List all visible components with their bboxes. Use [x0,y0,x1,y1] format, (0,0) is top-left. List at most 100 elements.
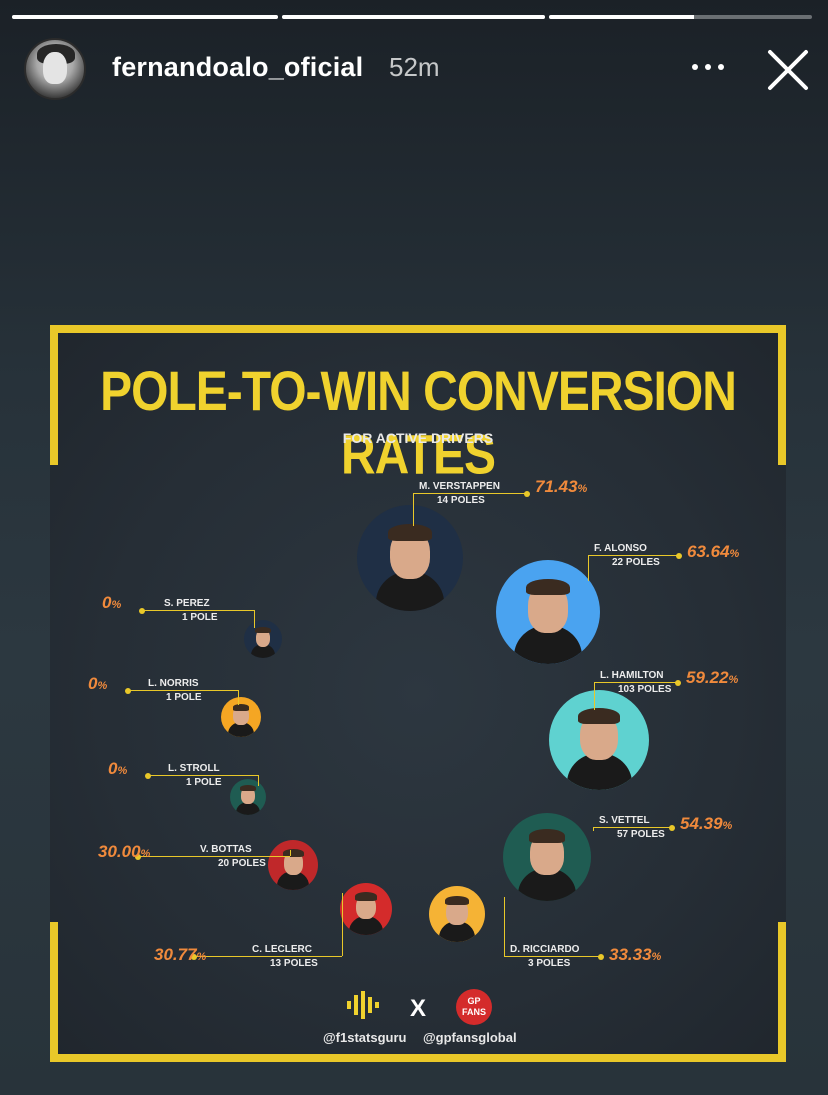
username[interactable]: fernandoalo_oficial [112,52,364,82]
leader-connector [413,493,414,527]
leader-connector [594,682,595,710]
leader-dot [139,608,145,614]
frame-right-top [778,325,786,465]
driver-rate: 30.00% [98,842,150,862]
frame-left-bottom [50,922,58,1062]
post-time: 52m [389,52,440,82]
progress-fill [549,15,694,19]
rate-value: 30.77 [154,945,197,964]
avatar-face [43,52,67,84]
rate-unit: % [722,820,733,832]
leader-line [504,956,601,957]
rate-unit: % [651,951,662,963]
leader-dot [676,553,682,559]
rate-value: 0 [88,674,98,693]
driver-name: L. STROLL [168,763,220,774]
leader-line [194,956,342,957]
leader-dot [191,954,197,960]
progress-fill [12,15,278,19]
rate-unit: % [117,765,128,777]
more-options-icon[interactable] [688,48,728,84]
rate-unit: % [140,848,151,860]
leader-dot [669,825,675,831]
rate-unit: % [728,674,739,686]
frame-right-bottom [778,922,786,1062]
driver-name: C. LECLERC [252,944,312,955]
leader-dot [524,491,530,497]
driver-face [241,787,255,805]
rate-unit: % [97,680,108,692]
leader-connector [504,897,505,956]
leader-connector [593,827,594,831]
driver-poles: 1 POLE [186,777,222,788]
driver-hair [578,708,620,724]
driver-suit [349,915,383,935]
driver-hair [445,896,469,906]
driver-portrait-l-hamilton [549,690,649,790]
driver-face [255,628,271,647]
progress-segment-1 [12,15,278,19]
driver-poles: 3 POLES [528,958,571,969]
driver-poles: 22 POLES [612,557,660,568]
driver-portrait-s-vettel [503,813,591,901]
driver-name: S. PEREZ [164,598,210,609]
badge-bottom: FANS [461,1007,486,1017]
driver-rate: 71.43% [535,477,587,497]
leader-line [142,610,254,611]
driver-rate: 0% [108,759,127,779]
rate-value: 0 [108,759,118,778]
driver-rate: 30.77% [154,945,206,965]
rate-value: 0 [102,593,112,612]
credit-f1statsguru: @f1statsguru [323,1030,407,1045]
leader-line [128,690,238,691]
driver-rate: 33.33% [609,945,661,965]
driver-portrait-s-perez [244,620,282,658]
infographic-subtitle: FOR ACTIVE DRIVERS [342,430,494,446]
driver-hair [240,785,256,792]
driver-portrait-v-bottas [268,840,318,890]
leader-line [593,827,672,828]
leader-line [138,856,290,857]
driver-poles: 1 POLE [182,612,218,623]
driver-portrait-m-verstappen [357,505,463,611]
driver-portrait-l-stroll [230,779,266,815]
driver-hair [232,704,250,711]
avatar[interactable] [24,38,86,100]
driver-hair [255,626,271,633]
driver-hair [282,849,304,857]
leader-connector [290,850,291,856]
driver-hair [526,578,570,596]
rate-value: 33.33 [609,945,652,964]
rate-value: 71.43 [535,477,578,496]
leader-dot [135,854,141,860]
leader-connector [238,690,239,705]
rate-unit: % [729,548,740,560]
f1statsguru-logo-icon [347,991,379,1019]
progress-segment-2 [282,15,545,19]
credit-gpfansglobal: @gpfansglobal [423,1030,517,1045]
driver-portrait-f-alonso [496,560,600,664]
driver-portrait-c-leclerc [340,883,392,935]
driver-poles: 57 POLES [617,829,665,840]
rate-value: 63.64 [687,542,730,561]
leader-dot [125,688,131,694]
rate-value: 30.00 [98,842,141,861]
driver-hair [528,828,566,843]
close-icon[interactable] [766,48,810,92]
driver-suit [276,871,310,890]
leader-connector [588,555,589,581]
driver-name: M. VERSTAPPEN [419,481,500,492]
driver-suit [228,722,254,737]
leader-line [594,682,678,683]
frame-left-top [50,325,58,465]
driver-hair [387,524,433,542]
badge-top: GP [467,996,481,1006]
leader-dot [145,773,151,779]
infographic-title: POLE-TO-WIN CONVERSION RATES [100,361,737,487]
progress-fill [282,15,545,19]
driver-face [233,706,249,725]
driver-name: F. ALONSO [594,543,647,554]
driver-poles: 1 POLE [166,692,202,703]
progress-segment-3 [549,15,812,19]
driver-suit [438,921,476,942]
